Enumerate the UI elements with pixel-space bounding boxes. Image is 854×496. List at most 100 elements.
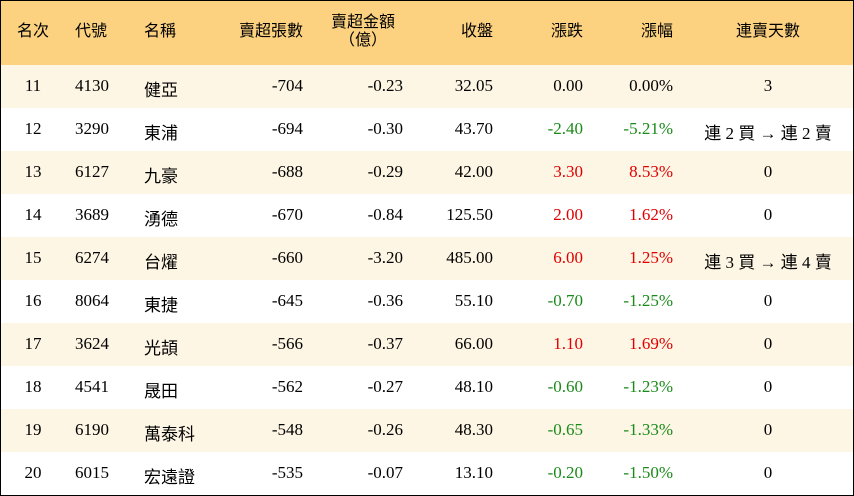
header-cell: 名稱: [144, 23, 177, 40]
table-cell: 18: [24, 377, 42, 396]
header-cell: 收盤: [460, 23, 493, 40]
row-band: [1, 366, 853, 409]
table-cell: 3624: [75, 334, 109, 353]
table-cell: -0.37: [367, 334, 403, 353]
table-cell: 48.30: [454, 420, 493, 439]
table-cell: 健亞: [144, 81, 178, 100]
table-cell: -1.50%: [623, 463, 673, 482]
table-cell: 20: [24, 463, 42, 482]
table-cell: 16: [24, 291, 42, 310]
table-cell: 14: [24, 205, 42, 224]
table-cell: -0.30: [367, 119, 403, 138]
table-cell: -3.20: [367, 248, 403, 267]
table-cell: 15: [24, 248, 42, 267]
table-cell: -1.25%: [623, 291, 673, 310]
table-cell: -0.07: [367, 463, 403, 482]
table-cell: 晟田: [144, 382, 178, 401]
header-cell: 漲跌: [550, 23, 583, 40]
table-cell: 12: [24, 119, 42, 138]
table-cell: 連 3 買 → 連 4 賣: [704, 253, 832, 272]
table-cell: -1.23%: [623, 377, 673, 396]
table-cell: 6274: [75, 248, 109, 267]
table-cell: -0.20: [547, 463, 583, 482]
row-band: [1, 151, 853, 194]
table-cell: 6.00: [553, 248, 583, 267]
table-cell: -0.36: [367, 291, 403, 310]
table-cell: 1.69%: [629, 334, 673, 353]
table-cell: -0.70: [547, 291, 583, 310]
table-cell: 0.00%: [629, 76, 673, 95]
table-cell: -535: [271, 463, 303, 482]
table-cell: 32.05: [454, 76, 493, 95]
table-cell: 6190: [75, 420, 109, 439]
row-band: [1, 280, 853, 323]
table-cell: -2.40: [547, 119, 583, 138]
table-cell: 0: [763, 420, 773, 439]
table-cell: -645: [271, 291, 303, 310]
table-cell: 宏遠證: [144, 468, 195, 487]
table-cell: 3689: [75, 205, 109, 224]
table-cell: 0: [763, 291, 773, 310]
header-cell: 連賣天數: [735, 23, 800, 40]
row-band: [1, 65, 853, 108]
table-cell: 55.10: [454, 291, 493, 310]
row-band: [1, 237, 853, 280]
table-cell: 九豪: [144, 167, 178, 186]
table-cell: -1.33%: [623, 420, 673, 439]
table-cell: 1.25%: [629, 248, 673, 267]
table-cell: 0: [763, 162, 773, 181]
table-cell: 1.62%: [629, 205, 673, 224]
table-cell: 6015: [75, 463, 109, 482]
table-cell: -0.26: [367, 420, 403, 439]
table-cell: 66.00: [454, 334, 493, 353]
table-cell: 光頡: [144, 339, 178, 358]
header-cell: 賣超張數: [238, 23, 303, 40]
header-cell: 賣超金額: [330, 14, 395, 31]
table-cell: -704: [271, 76, 303, 95]
table-cell: 0: [763, 334, 773, 353]
header-band: [1, 1, 853, 65]
table-cell: -688: [271, 162, 303, 181]
table-cell: 11: [24, 76, 42, 95]
table-cell: -660: [271, 248, 303, 267]
table-cell: 6127: [75, 162, 109, 181]
table-cell: 台燿: [144, 253, 178, 272]
table-cell: 萬泰科: [144, 425, 195, 444]
table-cell: 48.10: [454, 377, 493, 396]
table-cell: 125.50: [446, 205, 493, 224]
table-cell: -0.65: [547, 420, 583, 439]
row-band: [1, 323, 853, 366]
table-cell: -566: [271, 334, 303, 353]
table-cell: 0.00: [553, 76, 583, 95]
table-cell: 485.00: [446, 248, 493, 267]
table-cell: 43.70: [454, 119, 493, 138]
table-cell: 3.30: [553, 162, 583, 181]
table-cell: 8.53%: [629, 162, 673, 181]
table-cell: 17: [24, 334, 42, 353]
table-cell: 東捷: [144, 296, 178, 315]
row-band: [1, 194, 853, 237]
table-cell: 4130: [75, 76, 109, 95]
table-cell: 4541: [75, 377, 109, 396]
table-cell: 0: [763, 463, 773, 482]
table-cell: 1.10: [553, 334, 583, 353]
header-cell: （億）: [338, 32, 387, 49]
table-cell: 3290: [75, 119, 109, 138]
table-cell: -0.29: [367, 162, 403, 181]
header-cell: 名次: [16, 23, 49, 40]
table-cell: -694: [271, 119, 303, 138]
table-cell: -0.23: [367, 76, 403, 95]
table-cell: -0.27: [367, 377, 403, 396]
table-cell: 連 2 買 → 連 2 賣: [704, 124, 832, 143]
header-cell: 漲幅: [640, 23, 673, 40]
table-cell: 3: [763, 76, 773, 95]
table-cell: 東浦: [144, 124, 178, 143]
table-cell: -548: [271, 420, 303, 439]
row-band: [1, 452, 853, 495]
row-band: [1, 108, 853, 151]
table-cell: 13.10: [454, 463, 493, 482]
table-cell: -5.21%: [623, 119, 673, 138]
header-cell: 代號: [75, 23, 108, 40]
table-cell: -562: [271, 377, 303, 396]
